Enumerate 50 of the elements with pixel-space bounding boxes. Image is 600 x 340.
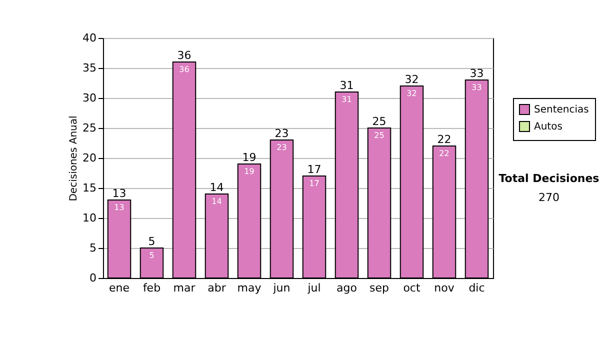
total-label: 13 (112, 187, 126, 200)
x-tick-label: ago (336, 282, 358, 294)
y-tick-label: 15 (82, 182, 96, 194)
y-tick-label: 30 (82, 92, 96, 104)
data-label: 33 (472, 83, 482, 92)
data-label: 36 (179, 65, 190, 74)
y-axis-title: Decisiones Anual (68, 116, 80, 202)
x-tick-label: mar (173, 282, 196, 294)
y-tick-label: 20 (82, 152, 96, 164)
data-label: 17 (309, 179, 320, 188)
total-label: 19 (242, 151, 256, 164)
total-label: 33 (470, 67, 484, 80)
x-tick-label: abr (208, 282, 226, 294)
data-label: 14 (212, 197, 222, 206)
y-tick-label: 0 (90, 272, 96, 284)
data-label: 5 (149, 251, 154, 260)
total-label: 23 (274, 127, 289, 140)
y-tick-label: 5 (90, 242, 96, 254)
x-tick-label: dic (468, 282, 485, 294)
total-label: 32 (404, 73, 419, 86)
x-tick-label: nov (434, 282, 455, 294)
y-tick-label: 10 (82, 212, 96, 224)
data-label: 19 (244, 167, 254, 176)
x-tick-label: ene (108, 282, 130, 294)
legend-label: Autos (534, 122, 562, 132)
total-label: 25 (372, 115, 386, 128)
data-label: 23 (276, 143, 287, 152)
data-label: 25 (374, 131, 384, 140)
data-label: 32 (406, 89, 417, 98)
data-label: 31 (342, 95, 352, 104)
data-label: 22 (439, 149, 450, 158)
legend-label: Sentencias (534, 104, 589, 116)
total-label: 22 (437, 133, 452, 146)
x-tick-label: jun (272, 282, 290, 294)
text: Total Decisiones (498, 172, 600, 185)
data-label: 13 (114, 203, 124, 212)
y-tick-label: 35 (82, 62, 96, 74)
x-tick-label: sep (370, 282, 390, 294)
y-tick-label: 40 (82, 32, 96, 44)
total-label: 17 (307, 163, 322, 176)
total-label: 31 (340, 79, 354, 92)
text: 270 (538, 191, 560, 204)
total-label: 5 (148, 235, 156, 248)
total-label: 36 (177, 49, 192, 62)
y-tick-label: 25 (82, 122, 96, 134)
x-tick-label: oct (403, 282, 421, 294)
x-tick-label: feb (142, 282, 161, 294)
x-tick-label: may (237, 282, 262, 294)
x-tick-label: jul (306, 282, 321, 294)
total-label: 14 (210, 181, 224, 194)
